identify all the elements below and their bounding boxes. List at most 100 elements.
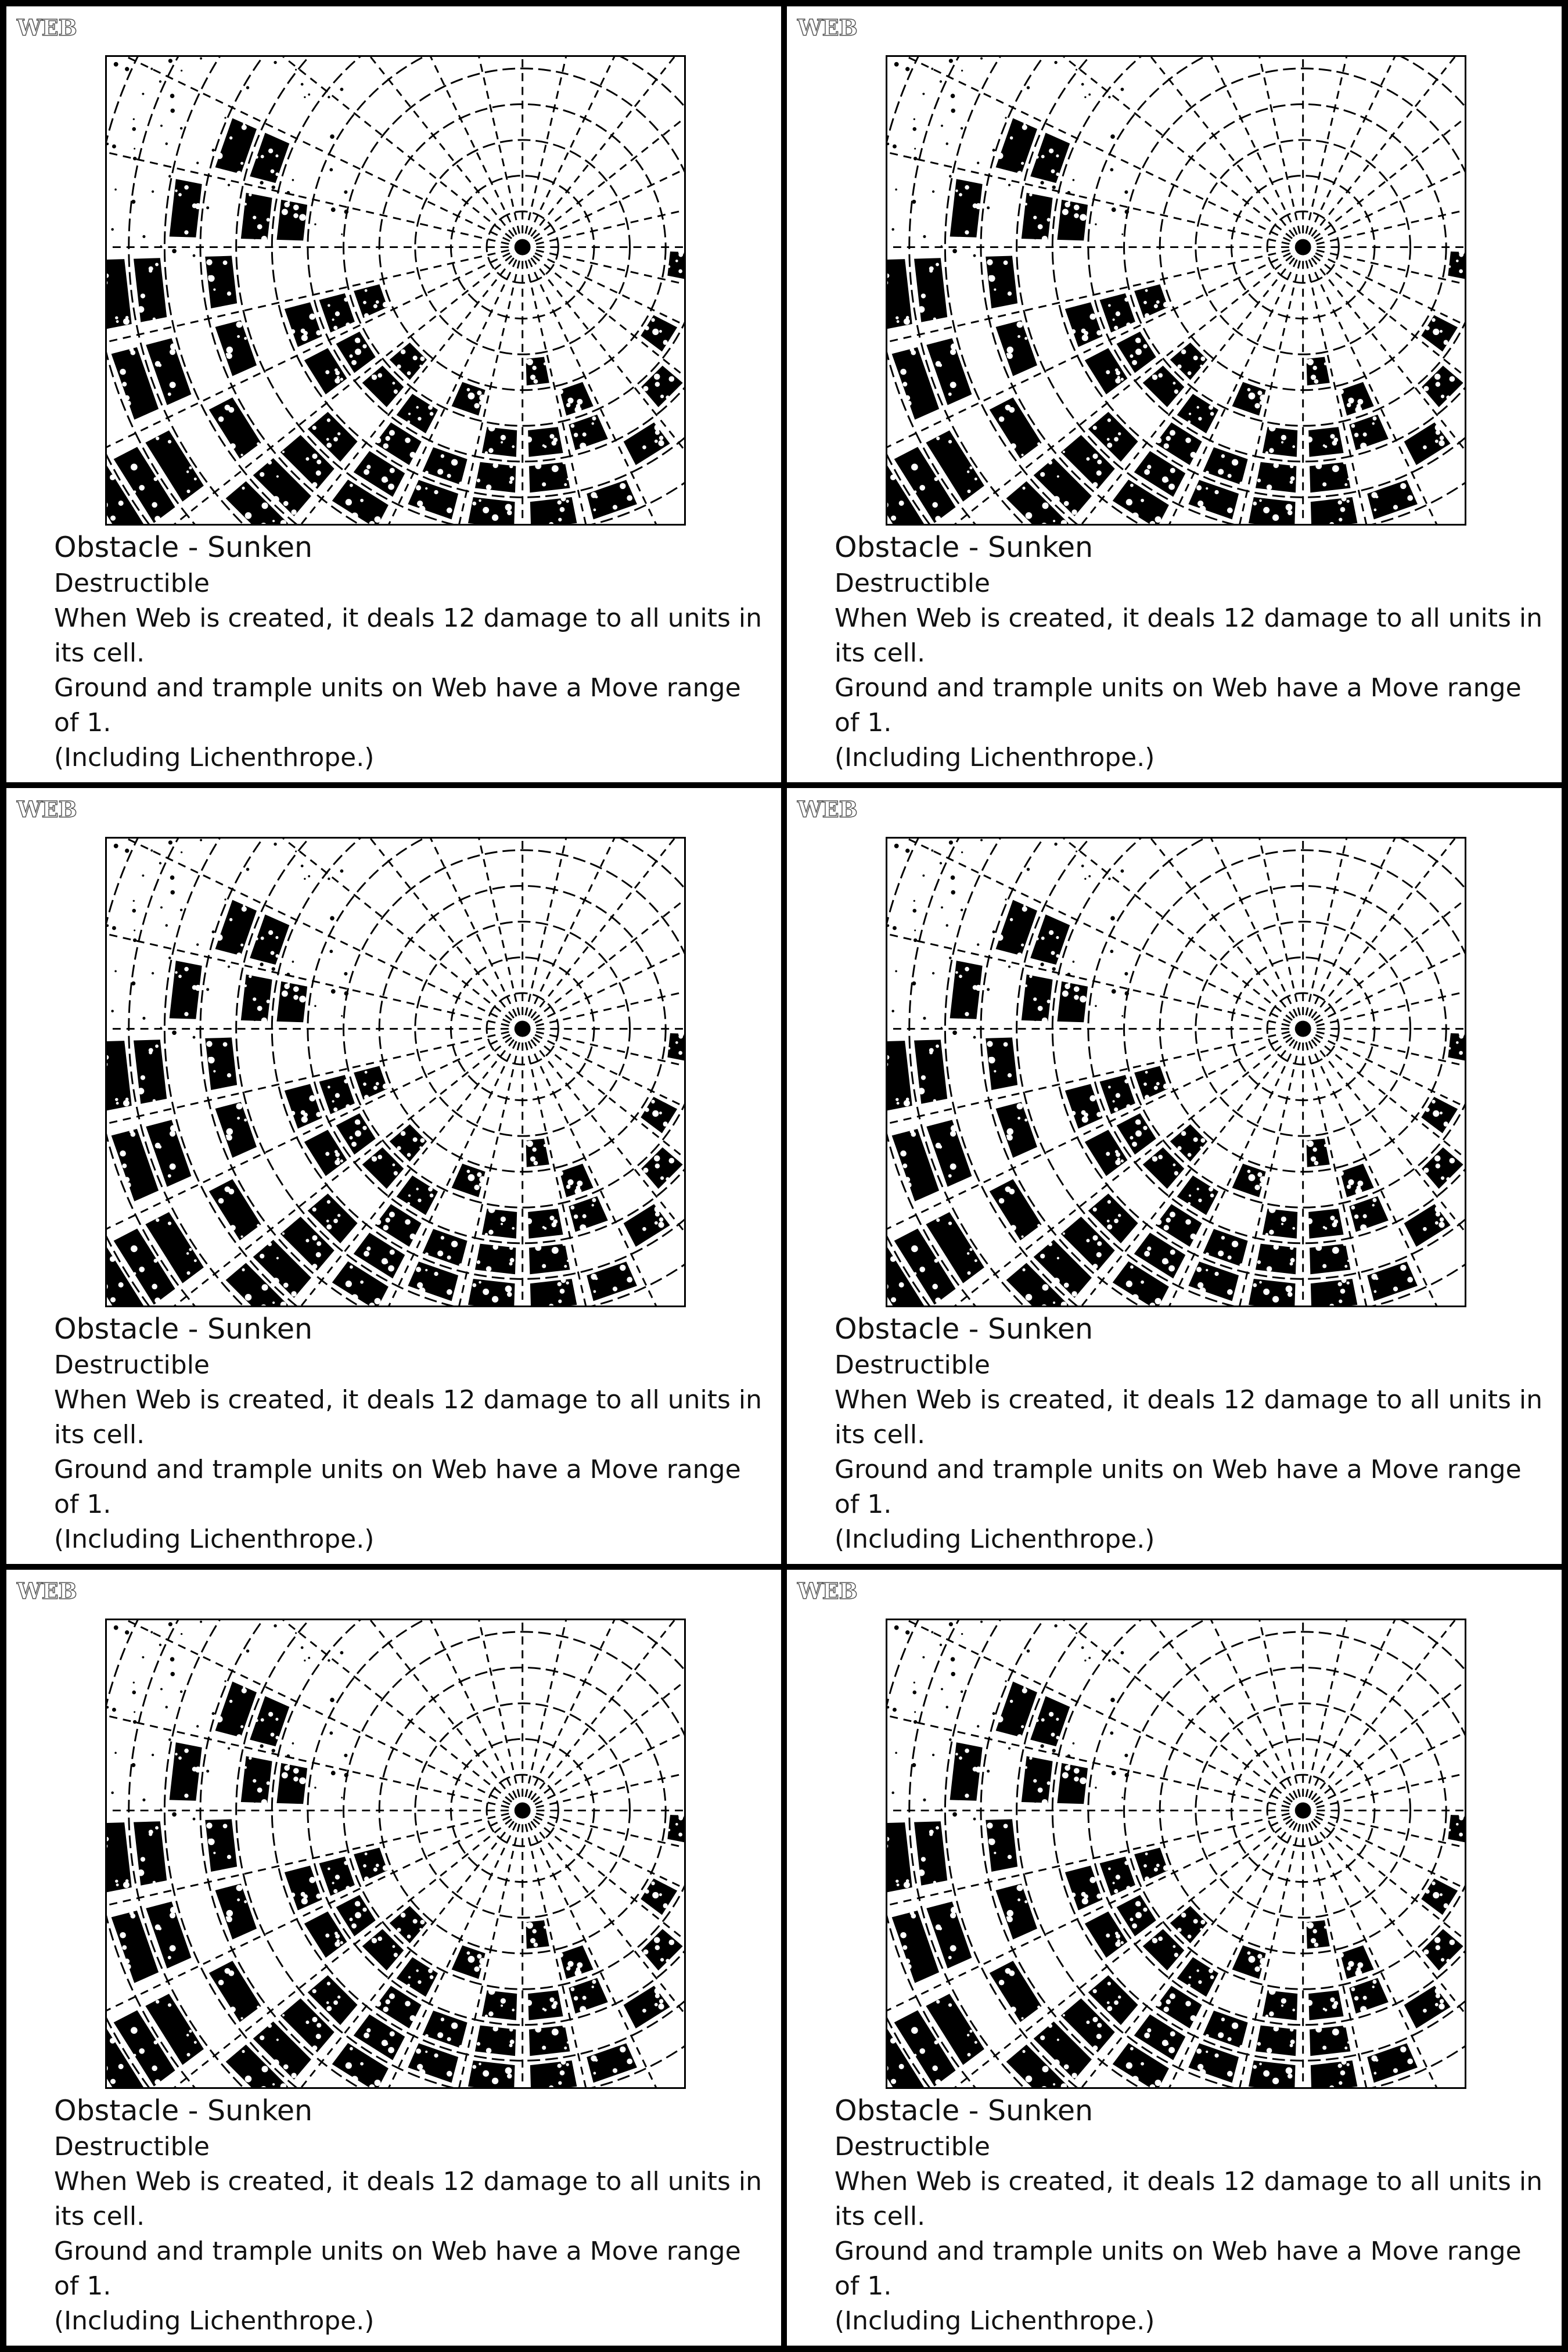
- web-dot: [1124, 190, 1128, 194]
- web-dot: [931, 849, 934, 852]
- web-speckle: [1071, 2073, 1077, 2078]
- web-speckle: [266, 999, 270, 1004]
- web-spoke: [1303, 246, 1465, 326]
- web-dot: [895, 970, 897, 973]
- web-speckle: [535, 462, 542, 469]
- web-speckle: [115, 316, 118, 319]
- web-speckle: [1155, 2079, 1161, 2086]
- web-speckle: [1435, 1163, 1441, 1168]
- card-ability-damage: When Web is created, it deals 12 damage …: [54, 1385, 763, 1450]
- web-speckle: [1434, 1937, 1441, 1943]
- web-speckle: [1042, 2066, 1049, 2073]
- web-speckle: [1125, 499, 1132, 506]
- web-speckle: [1193, 1919, 1198, 1924]
- web-speckle: [169, 1945, 176, 1952]
- web-dot: [151, 190, 154, 193]
- web-speckle: [125, 316, 129, 319]
- web-speckle: [1155, 516, 1161, 523]
- web-speckle: [1138, 340, 1141, 343]
- web-speckle: [1116, 1152, 1121, 1157]
- web-speckle: [530, 1938, 536, 1944]
- web-speckle: [1116, 1934, 1121, 1939]
- web-speckle: [283, 1282, 289, 1288]
- web-spoke: [522, 1028, 587, 1306]
- web-speckle: [1040, 2035, 1045, 2041]
- web-dot: [1056, 148, 1061, 152]
- web-speckle: [1056, 1257, 1059, 1260]
- web-speckle: [905, 316, 909, 319]
- web-speckle: [988, 1838, 995, 1846]
- web-ring: [1123, 67, 1465, 427]
- web-speckle: [392, 1945, 395, 1948]
- web-speckle: [678, 249, 684, 256]
- web-speckle: [360, 2062, 364, 2066]
- card-type: Destructible: [54, 1350, 210, 1380]
- web-cell: [280, 435, 335, 489]
- web-speckle: [1423, 386, 1429, 391]
- web-speckle: [936, 1826, 939, 1830]
- card-ability-damage: When Web is created, it deals 12 damage …: [54, 2167, 763, 2231]
- web-speckle: [1355, 1969, 1362, 1977]
- web-dot: [1111, 207, 1116, 212]
- web-ring: [485, 1774, 559, 1847]
- web-dot: [1081, 82, 1084, 86]
- web-speckle: [627, 2058, 633, 2065]
- web-ring: [1230, 1738, 1376, 1883]
- web-dot: [1056, 1711, 1061, 1716]
- web-dot: [168, 1738, 171, 1741]
- web-speckle: [551, 2029, 559, 2035]
- web-cell: [134, 1040, 167, 1104]
- web-speckle: [169, 1131, 176, 1137]
- web-speckle: [1064, 1765, 1071, 1771]
- web-cell: [225, 481, 289, 524]
- web-dot: [340, 87, 344, 91]
- web-spoke: [1302, 1028, 1438, 1306]
- web-speckle: [1130, 1136, 1134, 1140]
- web-speckle: [1441, 1958, 1445, 1962]
- web-speckle: [488, 2011, 494, 2017]
- web-speckle: [437, 1250, 444, 1257]
- web-speckle: [936, 436, 940, 441]
- web-cell: [284, 302, 322, 347]
- web-speckle: [1051, 169, 1055, 174]
- web-speckle: [1322, 482, 1327, 487]
- web-speckle: [998, 416, 1005, 422]
- web-ring: [1266, 992, 1340, 1066]
- web-speckle: [1330, 1997, 1335, 2002]
- web-speckle: [1115, 377, 1121, 384]
- card-ability-note: (Including Lichenthrope.): [54, 2306, 375, 2336]
- web-spoke: [1302, 57, 1396, 248]
- web-cell: [950, 961, 983, 1019]
- web-speckle: [652, 1110, 659, 1117]
- web-speckle: [890, 2038, 896, 2044]
- web-spoke: [905, 57, 1304, 248]
- web-speckle: [1156, 1219, 1162, 1225]
- web-speckle: [1439, 1217, 1444, 1222]
- web-speckle: [291, 1291, 297, 1297]
- web-speckle: [918, 1869, 925, 1876]
- web-speckle: [362, 1907, 367, 1912]
- web-spoke: [522, 839, 676, 1030]
- web-speckle: [309, 313, 316, 320]
- web-speckle: [900, 1932, 907, 1939]
- web-spoke: [522, 57, 616, 248]
- web-speckle: [345, 1281, 352, 1288]
- web-speckle: [184, 1012, 189, 1016]
- web-speckle: [1053, 2083, 1056, 2086]
- web-speckle: [1432, 318, 1436, 322]
- web-cell: [1033, 458, 1092, 516]
- web-speckle: [1332, 1247, 1339, 1254]
- web-cell: [422, 1229, 467, 1267]
- web-speckle: [195, 203, 202, 210]
- web-spoke: [1150, 839, 1304, 1030]
- web-spoke: [887, 1028, 1304, 1230]
- web-speckle: [1135, 1130, 1142, 1137]
- web-speckle: [1190, 451, 1196, 458]
- web-speckle: [909, 1129, 915, 1134]
- web-dot: [111, 1009, 114, 1013]
- web-speckle: [186, 1252, 189, 1255]
- web-spoke: [522, 1810, 684, 2015]
- web-speckle: [533, 379, 538, 384]
- web-cell: [989, 1179, 1042, 1240]
- web-speckle: [652, 328, 659, 335]
